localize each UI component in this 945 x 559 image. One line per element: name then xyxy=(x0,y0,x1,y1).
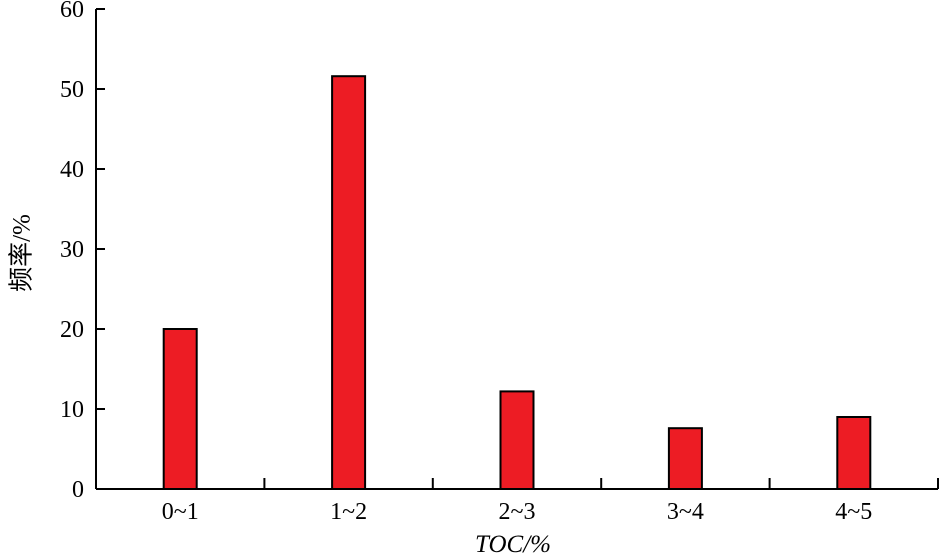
x-axis-ticks: 0~1 1~2 2~3 3~4 4~5 xyxy=(162,478,939,525)
bars xyxy=(162,75,872,491)
bar-0~1 xyxy=(162,328,198,490)
y-tick-label: 10 xyxy=(60,397,84,423)
y-axis-ticks: 0 10 20 30 40 50 60 xyxy=(60,0,105,503)
x-tick-label: 2~3 xyxy=(499,499,536,525)
bar-1~2 xyxy=(331,75,367,490)
y-tick-label: 20 xyxy=(60,317,84,343)
bar-3~4 xyxy=(667,427,703,491)
x-tick-label: 1~2 xyxy=(330,499,367,525)
y-axis-title: 频率/% xyxy=(8,214,36,292)
x-axis-title: TOC/% xyxy=(475,531,551,558)
y-tick-label: 0 xyxy=(72,477,84,503)
bar-2~3 xyxy=(499,390,535,490)
x-tick-label: 3~4 xyxy=(667,499,704,525)
y-tick-label: 50 xyxy=(60,77,84,103)
y-tick-label: 40 xyxy=(60,157,84,183)
bar-4~5 xyxy=(836,416,872,490)
x-tick-label: 0~1 xyxy=(162,499,199,525)
x-tick-label: 4~5 xyxy=(835,499,872,525)
y-tick-label: 60 xyxy=(60,0,84,23)
y-tick-label: 30 xyxy=(60,237,84,263)
